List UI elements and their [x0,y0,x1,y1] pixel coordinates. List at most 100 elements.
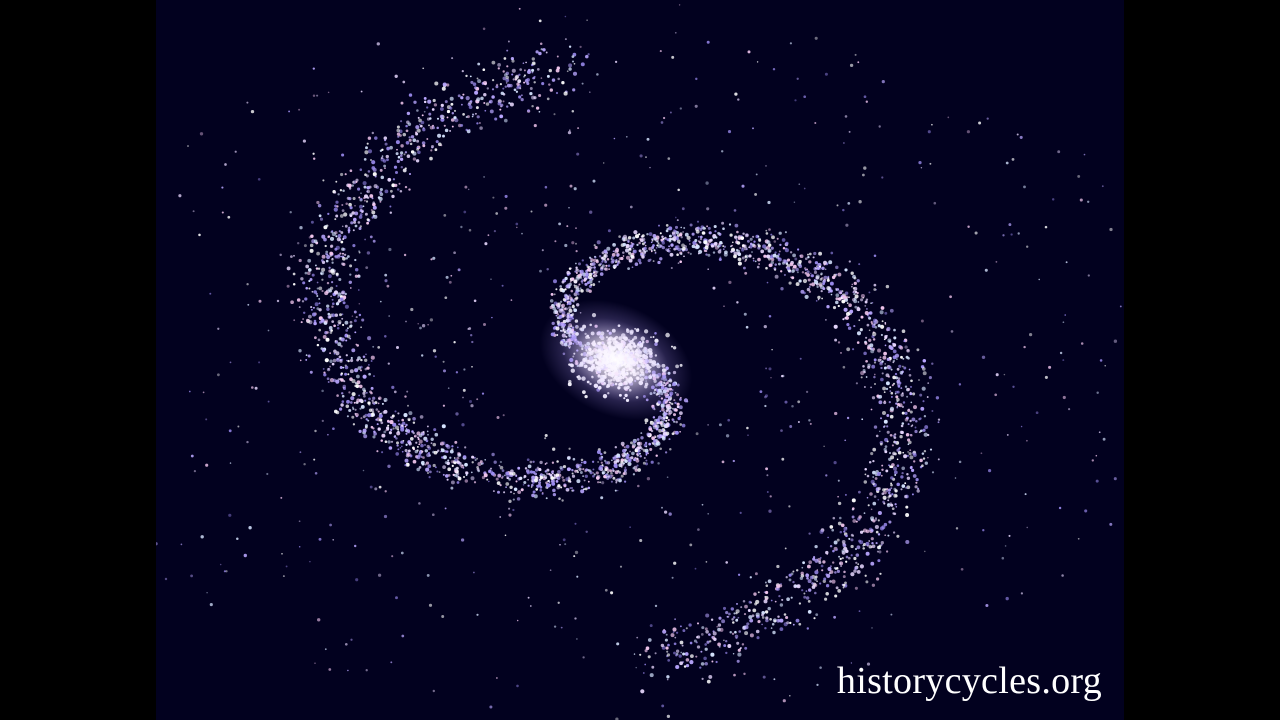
star-particle [333,409,338,414]
star-particle [842,583,846,587]
star-particle [845,555,849,559]
star-particle [885,381,890,386]
star-particle [344,365,349,370]
star-particle [555,68,560,73]
star-particle [369,235,373,239]
star-particle [845,223,849,227]
star-particle [734,630,737,634]
star-particle [395,452,399,456]
star-particle [298,520,301,523]
star-particle [451,445,454,448]
star-particle [716,625,719,628]
star-particle [717,249,722,254]
star-particle [654,436,657,438]
star-particle [312,306,315,309]
star-particle [399,151,404,155]
star-particle [567,456,571,460]
star-particle [634,262,639,266]
star-particle [902,357,905,360]
star-particle [349,337,352,340]
star-particle [873,288,877,291]
star-particle [546,472,549,476]
star-particle [752,127,754,130]
star-particle [1024,493,1027,496]
star-particle [844,115,848,118]
star-particle [473,571,475,574]
star-particle [556,55,559,58]
star-particle [838,555,841,558]
star-particle [661,704,665,708]
star-particle [793,201,796,203]
star-particle [331,320,335,323]
star-particle [333,324,336,328]
star-particle [375,418,378,421]
star-particle [427,472,429,474]
star-particle [770,599,773,602]
star-particle [888,464,890,467]
star-particle [909,391,912,394]
star-particle [553,625,557,628]
star-particle [891,493,894,496]
star-particle [572,489,575,492]
star-particle [862,547,865,550]
star-particle [349,287,352,289]
star-particle [785,576,788,579]
star-particle [337,295,340,299]
star-particle [544,203,548,207]
star-particle [667,659,671,662]
star-particle [728,223,732,226]
star-particle [834,338,838,342]
star-particle [669,252,674,257]
star-particle [770,377,772,379]
star-particle [293,254,295,257]
star-particle [618,478,622,483]
star-particle [331,313,336,318]
star-particle [890,503,894,507]
star-particle [462,93,465,96]
star-particle [611,459,613,462]
star-particle [637,484,640,488]
star-particle [484,458,487,461]
star-particle [765,618,769,623]
star-particle [773,619,777,623]
star-particle [453,469,458,473]
star-particle [900,430,904,435]
star-particle [717,623,722,627]
star-particle [305,358,308,361]
star-particle [335,351,340,356]
star-particle [593,266,596,269]
star-particle [371,160,376,165]
star-particle [396,441,399,445]
star-particle [985,603,989,608]
star-particle [314,662,316,665]
star-particle [777,253,781,256]
star-particle [892,466,898,471]
star-particle [753,592,757,596]
star-particle [418,123,421,126]
star-particle [516,226,518,229]
star-particle [455,371,459,374]
star-particle [561,499,564,502]
star-particle [865,541,870,546]
star-particle [848,303,852,308]
star-particle [833,461,837,465]
star-particle [206,591,208,594]
star-particle [776,564,780,569]
star-particle [364,199,366,202]
star-particle [368,364,370,366]
star-particle [895,505,898,508]
star-particle [824,268,827,271]
star-particle [380,421,384,425]
star-particle [329,523,332,527]
watermark-text: historycycles.org [836,660,1102,702]
star-particle [564,543,567,546]
star-particle [995,260,998,263]
star-particle [358,429,362,434]
star-particle [463,476,465,478]
star-particle [908,440,912,445]
star-particle [712,251,716,254]
star-particle [778,250,781,253]
star-particle [790,596,793,599]
star-particle [410,307,414,312]
star-particle [345,354,348,357]
